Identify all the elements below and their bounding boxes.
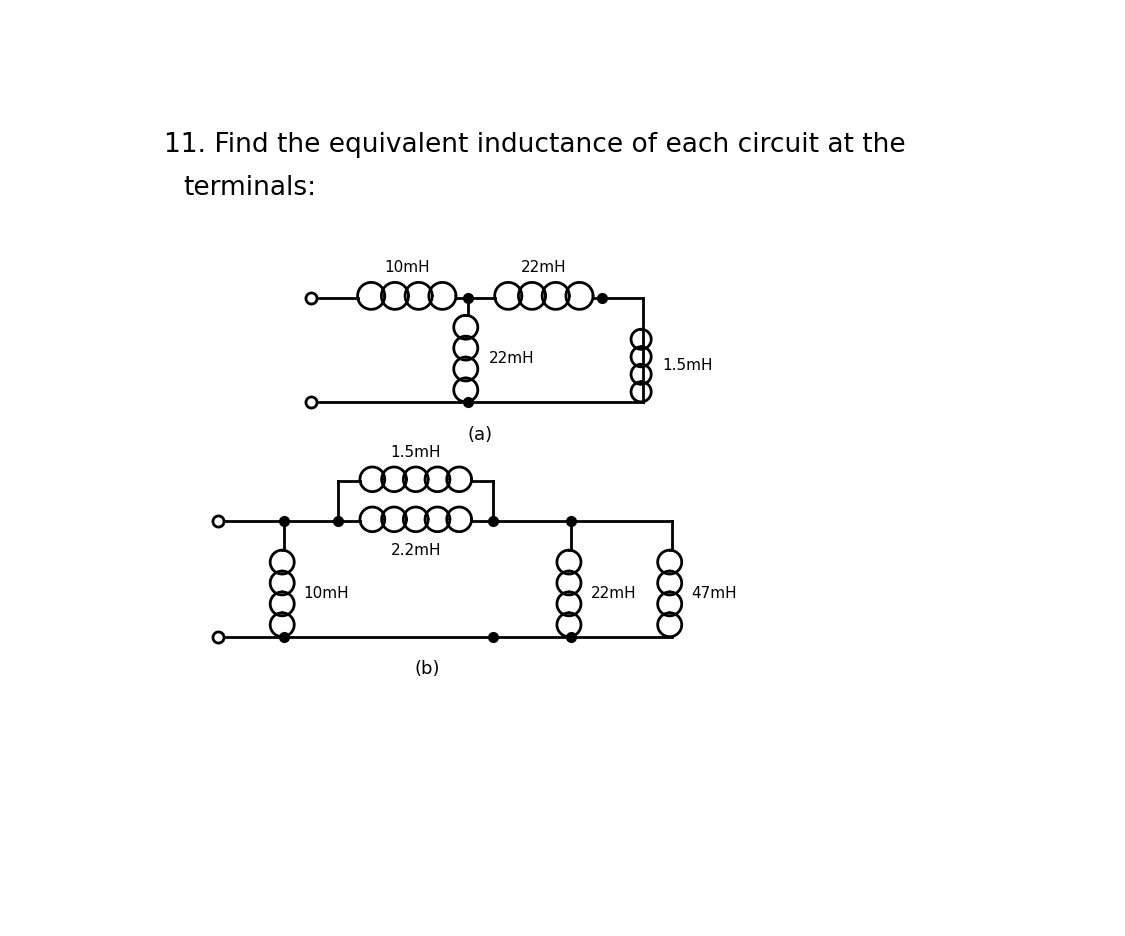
- Text: terminals:: terminals:: [183, 175, 316, 200]
- Text: 11. Find the equivalent inductance of each circuit at the: 11. Find the equivalent inductance of ea…: [164, 132, 906, 158]
- Text: 1.5mH: 1.5mH: [662, 358, 712, 373]
- Text: (a): (a): [467, 427, 493, 445]
- Text: 22mH: 22mH: [521, 260, 567, 275]
- Text: 2.2mH: 2.2mH: [390, 543, 441, 558]
- Text: 22mH: 22mH: [489, 351, 534, 366]
- Text: 10mH: 10mH: [304, 586, 350, 601]
- Text: 10mH: 10mH: [384, 260, 430, 275]
- Text: (b): (b): [415, 660, 440, 678]
- Text: 47mH: 47mH: [691, 586, 737, 601]
- Text: 22mH: 22mH: [591, 586, 636, 601]
- Text: 1.5mH: 1.5mH: [390, 445, 441, 460]
